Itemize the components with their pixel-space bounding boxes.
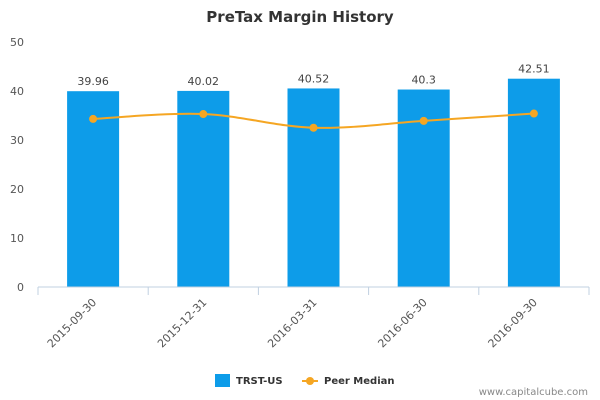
x-axis: 2015-09-30 2015-12-31 2016-03-31 2016-06-30… xyxy=(37,287,590,350)
legend-swatch-trst-us xyxy=(215,374,230,387)
bar xyxy=(177,90,230,287)
x-tick-label: 2015-09-30 xyxy=(45,296,99,350)
bar-series xyxy=(67,78,560,288)
y-tick-label: 0 xyxy=(17,281,24,294)
bar-data-labels: 39.96 40.02 40.52 40.3 42.51 xyxy=(77,63,549,88)
peer-median-point xyxy=(419,116,428,125)
legend-marker-peer-median xyxy=(306,377,314,385)
y-tick-label: 30 xyxy=(10,134,24,147)
peer-median-series xyxy=(89,109,538,132)
bar-value-label: 40.52 xyxy=(298,72,330,85)
credit-text: www.capitalcube.com xyxy=(479,387,588,398)
y-tick-label: 20 xyxy=(10,183,24,196)
peer-median-point xyxy=(199,110,208,119)
legend: TRST-US Peer Median xyxy=(215,374,395,387)
x-tick-label: 2016-09-30 xyxy=(486,296,540,350)
y-axis: 0 10 20 30 40 50 xyxy=(10,36,24,294)
legend-label-trst-us: TRST-US xyxy=(236,376,283,387)
legend-label-peer-median: Peer Median xyxy=(324,376,395,387)
peer-median-point xyxy=(89,114,98,123)
bar xyxy=(287,88,340,288)
bar-value-label: 39.96 xyxy=(77,75,109,88)
x-tick-label: 2015-12-31 xyxy=(155,296,209,350)
chart-title: PreTax Margin History xyxy=(206,8,394,26)
bar-value-label: 40.3 xyxy=(411,74,436,87)
bar-value-label: 40.02 xyxy=(188,75,220,88)
x-tick-label: 2016-03-31 xyxy=(265,296,319,350)
y-tick-label: 40 xyxy=(10,85,24,98)
bar xyxy=(67,91,120,287)
bar-value-label: 42.51 xyxy=(518,63,550,76)
peer-median-point xyxy=(309,123,318,132)
x-tick-label: 2016-06-30 xyxy=(375,296,429,350)
y-tick-label: 10 xyxy=(10,232,24,245)
peer-median-point xyxy=(529,109,538,118)
y-tick-label: 50 xyxy=(10,36,24,49)
